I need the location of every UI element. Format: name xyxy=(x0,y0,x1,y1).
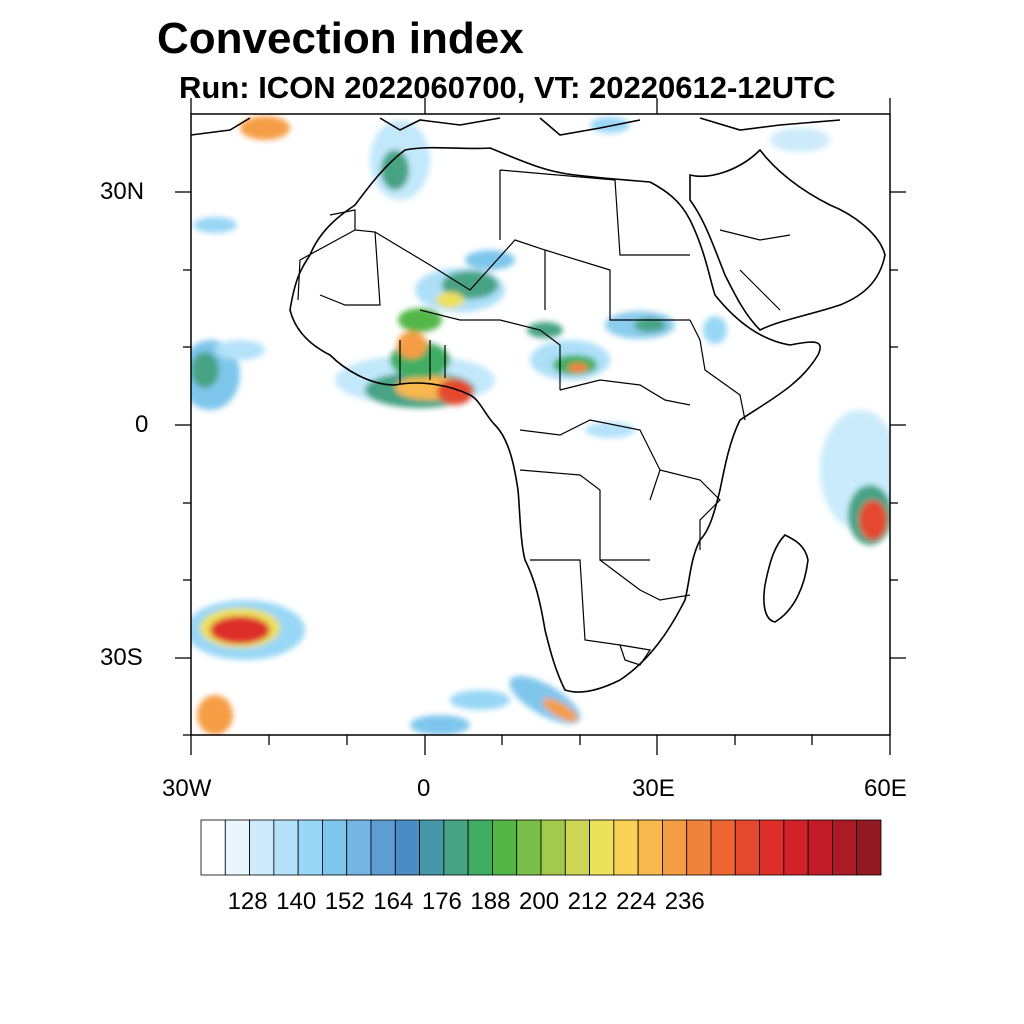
colorbar-swatch xyxy=(613,819,639,876)
colorbar-swatch xyxy=(394,819,420,876)
colorbar-swatch xyxy=(637,819,663,876)
lat-label-30n: 30N xyxy=(100,178,145,205)
colorbar-swatch xyxy=(564,819,590,876)
colorbar-label: 224 xyxy=(616,888,657,915)
country-borders xyxy=(297,169,791,666)
colorbar-swatch xyxy=(346,819,372,876)
colorbar-swatch xyxy=(467,819,493,876)
colorbar-swatch xyxy=(759,819,785,876)
lon-label-60e: 60E xyxy=(864,775,907,802)
convection-field xyxy=(191,116,890,735)
colorbar-swatch xyxy=(273,819,299,876)
colorbar-swatch xyxy=(370,819,396,876)
colorbar-swatch xyxy=(807,819,833,876)
colorbar-label: 128 xyxy=(227,888,268,915)
colorbar-swatch xyxy=(200,819,226,876)
colorbar-label: 140 xyxy=(276,888,317,915)
coastlines xyxy=(191,117,886,693)
colorbar-swatch xyxy=(322,819,348,876)
colorbar-swatch xyxy=(540,819,566,876)
lon-label-30w: 30W xyxy=(162,775,212,802)
lat-label-30s: 30S xyxy=(100,644,143,671)
colorbar-legend xyxy=(200,819,882,876)
lon-label-30e: 30E xyxy=(632,775,675,802)
colorbar-swatch xyxy=(516,819,542,876)
colorbar-label: 236 xyxy=(664,888,705,915)
map-ticks xyxy=(175,98,906,755)
colorbar-swatch xyxy=(686,819,712,876)
colorbar-swatch xyxy=(419,819,445,876)
map-title: Convection index xyxy=(157,14,524,63)
colorbar-label: 164 xyxy=(373,888,414,915)
colorbar-label: 176 xyxy=(421,888,462,915)
colorbar-swatch xyxy=(224,819,250,876)
colorbar-swatch xyxy=(710,819,736,876)
colorbar-swatch xyxy=(734,819,760,876)
colorbar-label: 188 xyxy=(470,888,511,915)
colorbar-swatch xyxy=(783,819,809,876)
colorbar-swatch xyxy=(589,819,615,876)
colorbar-label: 212 xyxy=(567,888,608,915)
colorbar-swatch xyxy=(832,819,858,876)
colorbar-label: 200 xyxy=(519,888,560,915)
colorbar-swatch xyxy=(297,819,323,876)
map-subtitle: Run: ICON 2022060700, VT: 20220612-12UTC xyxy=(179,70,836,105)
colorbar-swatch xyxy=(249,819,275,876)
lat-label-0: 0 xyxy=(135,411,149,438)
colorbar-swatch xyxy=(443,819,469,876)
colorbar-label: 152 xyxy=(324,888,365,915)
colorbar-swatch xyxy=(492,819,518,876)
colorbar-swatch xyxy=(662,819,688,876)
colorbar-swatch xyxy=(856,819,882,876)
lon-label-0: 0 xyxy=(417,775,431,802)
